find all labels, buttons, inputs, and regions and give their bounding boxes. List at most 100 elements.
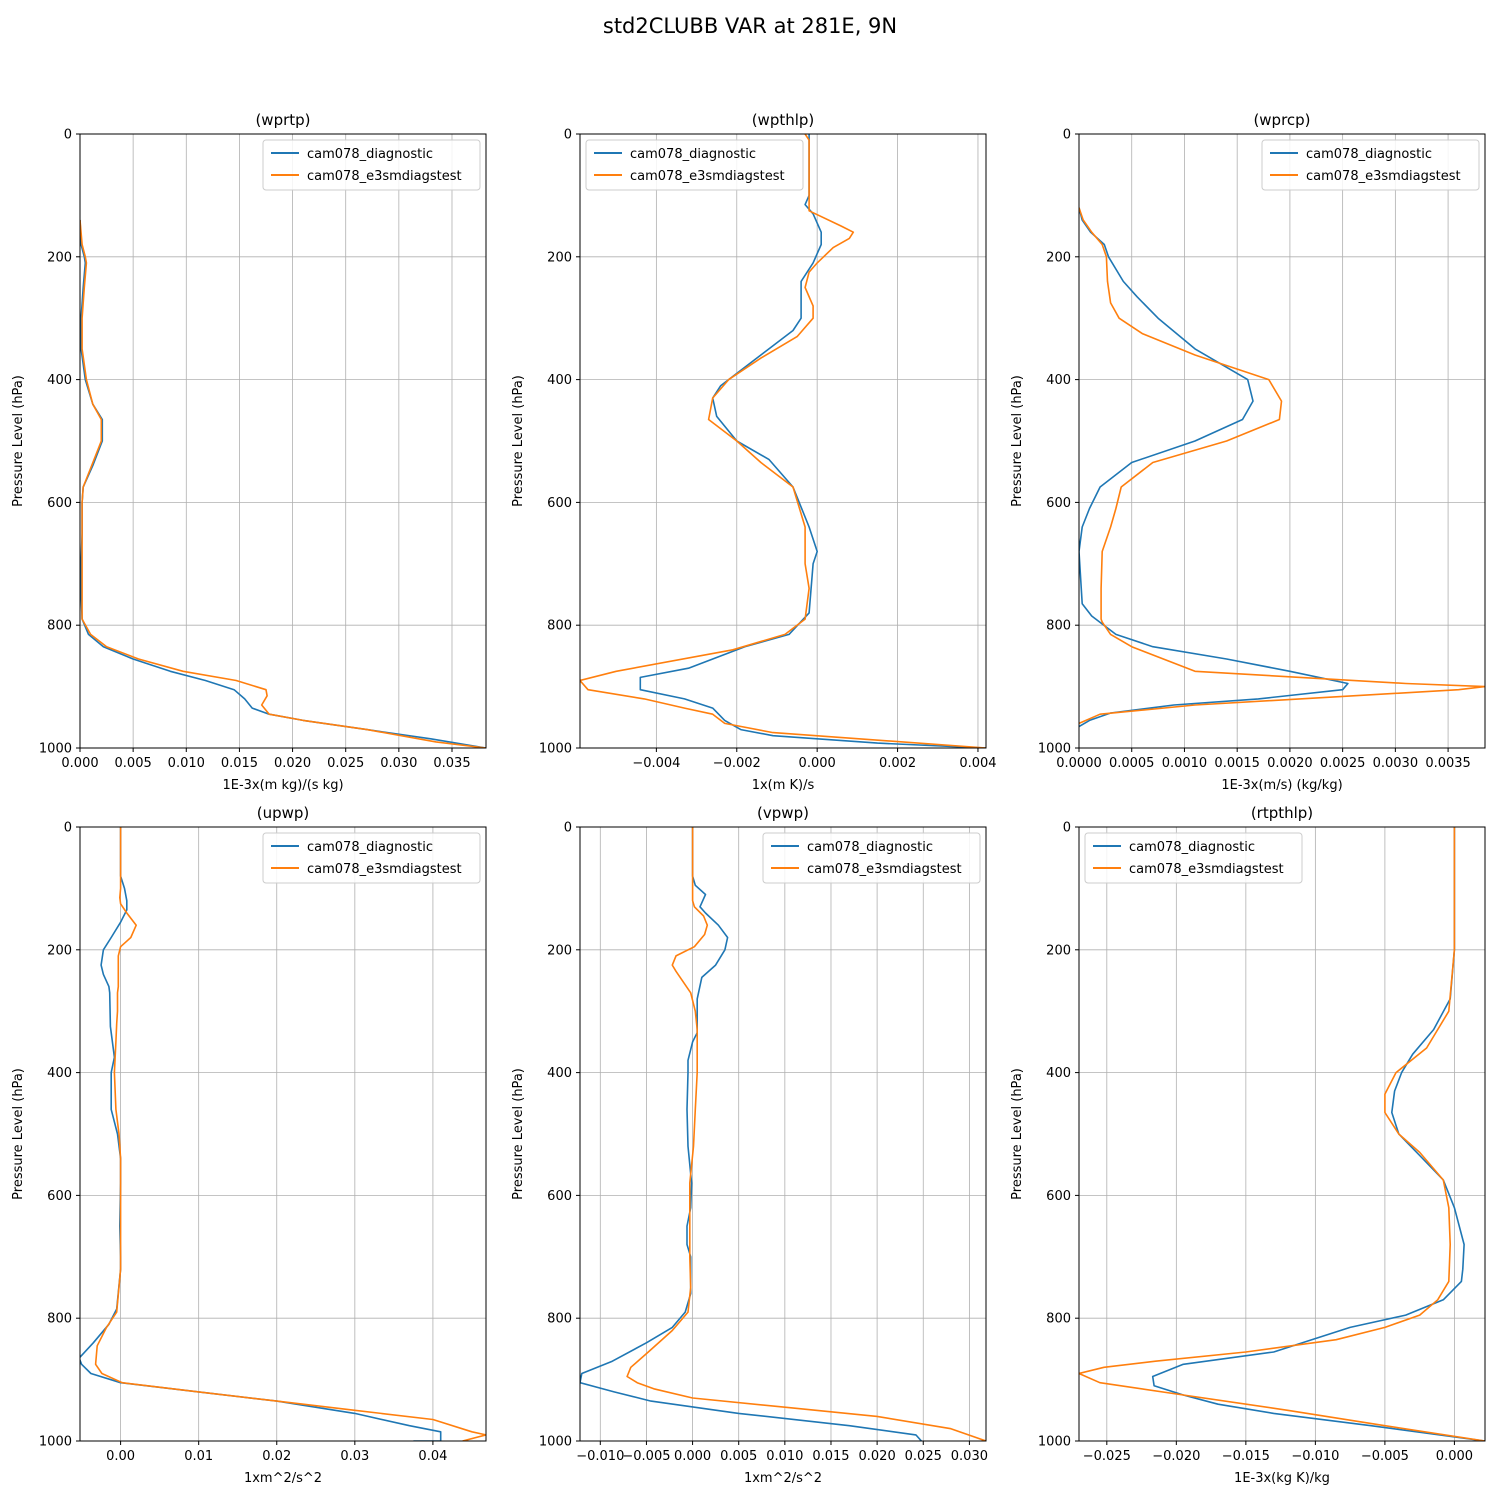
x-tick-label: −0.015 [1222,1449,1270,1464]
y-tick-label: 0 [64,821,72,836]
x-tick-label: 0.000 [61,756,98,771]
chart-panel-2: −0.004 −0.002 0.000 0.002 0.004 0 200 400 600 800… [511,111,997,793]
x-tick-label: 0.020 [859,1449,896,1464]
y-tick-label: 600 [547,496,572,511]
legend-box [1261,139,1480,191]
chart-title: (wprtp) [255,111,310,129]
y-tick-label: 200 [47,250,72,265]
x-axis-label: 1xm^2/s^2 [244,1471,322,1486]
chart-title: (rtpthlp) [1251,804,1313,822]
x-tick-label: 0.015 [812,1449,849,1464]
axes-frame [1078,133,1486,749]
series-line-cam078_diagnostic [1079,207,1349,728]
y-tick-label: 200 [547,943,572,958]
y-axis-label: Pressure Level (hPa) [511,1068,526,1200]
x-tick-label: 0.025 [327,756,364,771]
legend-label: cam078_e3smdiagstest [630,169,785,184]
series-line-cam078_e3smdiagstest [1079,207,1485,725]
y-tick-label: 0 [64,128,72,143]
x-tick-label: 0.0000 [1056,756,1102,771]
legend-box [1084,832,1303,884]
x-tick-label: 0.015 [221,756,258,771]
x-tick-label: 0.0030 [1373,756,1419,771]
series-line-cam078_e3smdiagstest [580,134,986,748]
legend-box [762,832,981,884]
chart-title: (vpwp) [757,804,809,822]
legend-label: cam078_e3smdiagstest [307,862,462,877]
y-tick-label: 600 [47,496,72,511]
y-tick-label: 1000 [539,742,572,757]
y-tick-label: 1000 [39,1435,72,1450]
legend-box [585,139,804,191]
x-axis-label: 1E-3x(m kg)/(s kg) [222,778,343,793]
figure-title: std2CLUBB VAR at 281E, 9N [602,14,898,38]
y-tick-label: 0 [1063,128,1071,143]
legend: cam078_diagnostic cam078_e3smdiagstest [585,139,804,191]
x-tick-label: 0.004 [959,756,996,771]
y-tick-label: 0 [1063,821,1071,836]
y-tick-label: 600 [47,1189,72,1204]
axes-frame [79,826,487,1442]
y-tick-label: 800 [547,1312,572,1327]
legend-label: cam078_diagnostic [307,840,433,855]
y-tick-label: 800 [547,619,572,634]
chart-panel-4: 0.00 0.01 0.02 0.03 0.04 0 200 400 600 800 1000 (up… [11,804,487,1486]
x-tick-label: 0.000 [799,756,836,771]
axes-frame [579,826,987,1442]
y-tick-label: 800 [1046,619,1071,634]
x-tick-label: 0.030 [951,1449,988,1464]
series-line-cam078_e3smdiagstest [94,827,486,1441]
y-tick-label: 800 [47,1312,72,1327]
x-tick-label: 0.005 [720,1449,757,1464]
x-tick-label: 0.035 [433,756,470,771]
legend-label: cam078_e3smdiagstest [307,169,462,184]
axes-frame [79,133,487,749]
x-tick-label: 0.02 [262,1449,291,1464]
x-tick-label: 0.0035 [1425,756,1471,771]
legend: cam078_diagnostic cam078_e3smdiagstest [762,832,981,884]
legend: cam078_diagnostic cam078_e3smdiagstest [262,139,481,191]
chart-title: (wpthlp) [752,111,815,129]
x-tick-label: −0.004 [632,756,680,771]
x-tick-label: −0.005 [622,1449,670,1464]
x-tick-label: 0.010 [168,756,205,771]
x-tick-label: 0.0005 [1109,756,1155,771]
x-tick-label: −0.025 [1083,1449,1131,1464]
series-line-cam078_diagnostic [639,134,986,748]
y-tick-label: 600 [1046,496,1071,511]
axes-frame [1078,826,1486,1442]
series-line-cam078_e3smdiagstest [80,219,486,748]
chart-panel-3: 0.0000 0.0005 0.0010 0.0015 0.0020 0.0025 0.00… [1010,111,1486,793]
x-tick-label: 0.020 [274,756,311,771]
y-tick-label: 400 [1046,373,1071,388]
legend-label: cam078_e3smdiagstest [1129,862,1284,877]
x-tick-label: 0.0020 [1267,756,1313,771]
x-tick-label: 0.01 [184,1449,213,1464]
series-line-cam078_diagnostic [1151,827,1485,1441]
x-tick-label: −0.010 [576,1449,624,1464]
y-tick-label: 200 [1046,943,1071,958]
x-tick-label: 0.0025 [1320,756,1366,771]
x-axis-label: 1x(m K)/s [752,778,815,793]
x-tick-label: 0.00 [106,1449,135,1464]
chart-title: (wprcp) [1253,111,1310,129]
y-tick-label: 400 [1046,1066,1071,1081]
axes-frame [579,133,987,749]
legend-label: cam078_diagnostic [630,147,756,162]
y-axis-label: Pressure Level (hPa) [11,375,26,507]
legend-label: cam078_e3smdiagstest [1306,169,1461,184]
x-tick-label: 0.010 [766,1449,803,1464]
legend: cam078_diagnostic cam078_e3smdiagstest [1261,139,1480,191]
y-tick-label: 200 [547,250,572,265]
legend-label: cam078_diagnostic [1129,840,1255,855]
series-line-cam078_e3smdiagstest [626,827,986,1441]
y-tick-label: 1000 [39,742,72,757]
chart-panel-1: 0.000 0.005 0.010 0.015 0.020 0.025 0.030 0.035… [11,111,487,793]
y-axis-label: Pressure Level (hPa) [511,375,526,507]
y-tick-label: 200 [47,943,72,958]
legend-box [262,139,481,191]
x-tick-label: 0.0010 [1162,756,1208,771]
series-line-cam078_e3smdiagstest [1079,827,1485,1441]
y-tick-label: 0 [564,128,572,143]
